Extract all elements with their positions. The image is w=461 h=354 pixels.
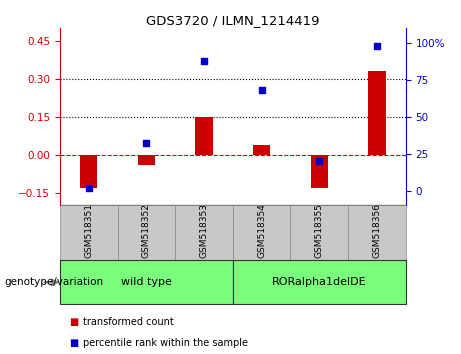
Bar (368, 71, 385, 155)
Point (142, 141, 150, 146)
Text: GSM518353: GSM518353 (200, 204, 208, 258)
Text: ■: ■ (69, 317, 78, 327)
Point (200, 58, 207, 64)
Point (315, 158, 323, 164)
Title: GDS3720 / ILMN_1214419: GDS3720 / ILMN_1214419 (146, 14, 319, 27)
Text: GSM518352: GSM518352 (142, 204, 151, 258)
Text: GSM518351: GSM518351 (84, 204, 93, 258)
Point (85, 185, 92, 190)
Bar (253, 145, 270, 155)
Text: RORalpha1delDE: RORalpha1delDE (272, 277, 366, 287)
Text: wild type: wild type (121, 277, 172, 287)
Text: GSM518354: GSM518354 (257, 204, 266, 258)
Bar (80, 155, 97, 188)
Point (373, 43, 381, 49)
Bar (138, 155, 155, 165)
Text: ■: ■ (69, 338, 78, 348)
Bar (195, 117, 213, 155)
Text: GSM518355: GSM518355 (315, 204, 324, 258)
Text: GSM518356: GSM518356 (372, 204, 381, 258)
Text: transformed count: transformed count (83, 317, 174, 327)
Bar (311, 155, 328, 188)
Text: genotype/variation: genotype/variation (5, 277, 104, 287)
Text: percentile rank within the sample: percentile rank within the sample (83, 338, 248, 348)
Point (258, 87, 266, 93)
